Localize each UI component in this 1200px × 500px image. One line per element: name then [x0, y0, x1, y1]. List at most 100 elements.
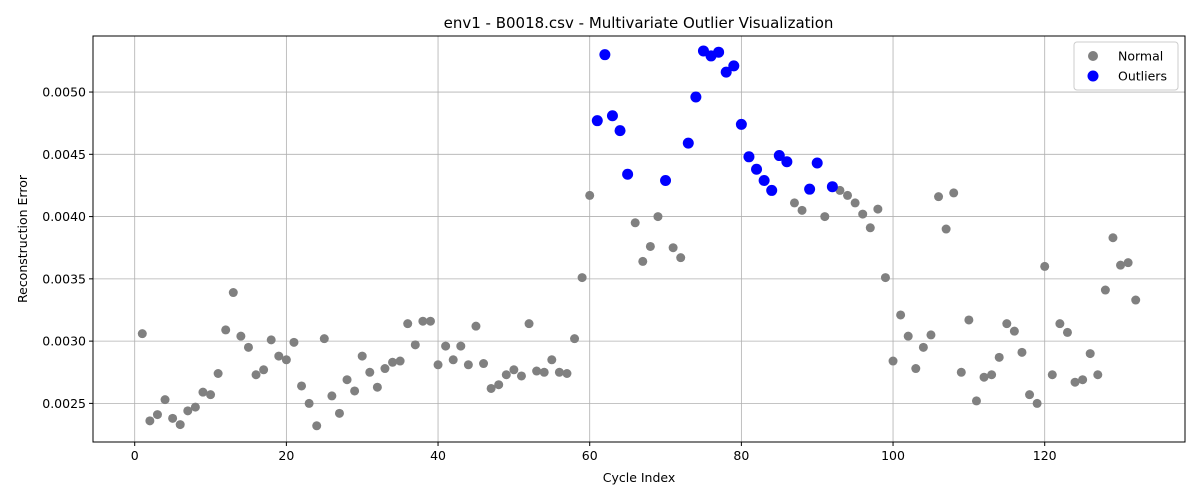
outlier-point — [766, 184, 778, 196]
normal-point — [918, 342, 928, 352]
normal-point — [865, 223, 875, 233]
normal-point — [403, 319, 413, 329]
normal-point — [668, 243, 678, 253]
outlier-point — [735, 118, 747, 130]
outlier-point — [781, 156, 793, 168]
normal-point — [964, 315, 974, 325]
normal-point — [949, 188, 959, 198]
y-tick-label: 0.0040 — [42, 209, 86, 224]
legend-marker-normal — [1088, 51, 1098, 61]
x-tick-label: 100 — [881, 448, 905, 463]
normal-point — [327, 391, 337, 401]
normal-point — [941, 224, 951, 234]
normal-point — [198, 387, 208, 397]
normal-point — [903, 331, 913, 341]
normal-point — [289, 337, 299, 347]
normal-point — [645, 241, 655, 251]
normal-point — [971, 396, 981, 406]
normal-point — [1078, 375, 1088, 385]
normal-point — [365, 367, 375, 377]
normal-point — [1040, 261, 1050, 271]
y-tick-label: 0.0035 — [42, 271, 86, 286]
normal-point — [410, 340, 420, 350]
normal-point — [236, 331, 246, 341]
normal-point — [1062, 327, 1072, 337]
outlier-point — [758, 174, 770, 186]
normal-point — [433, 360, 443, 370]
normal-point — [1002, 319, 1012, 329]
normal-point — [160, 395, 170, 405]
grid — [93, 36, 1185, 442]
normal-point — [1116, 260, 1126, 270]
normal-point — [471, 321, 481, 331]
normal-point — [585, 190, 595, 200]
normal-point — [145, 416, 155, 426]
normal-point — [638, 256, 648, 266]
y-tick-label: 0.0050 — [42, 85, 86, 100]
normal-point — [570, 334, 580, 344]
normal-point — [956, 367, 966, 377]
normal-point — [873, 204, 883, 214]
x-tick-label: 120 — [1033, 448, 1057, 463]
normal-point — [1032, 398, 1042, 408]
plot-frame — [92, 35, 1186, 443]
normal-point — [213, 369, 223, 379]
normal-point — [577, 273, 587, 283]
outlier-point — [773, 150, 785, 162]
normal-point — [896, 310, 906, 320]
outlier-point — [599, 49, 611, 61]
normal-point — [175, 420, 185, 430]
normal-point — [297, 381, 307, 391]
normal-point — [319, 334, 329, 344]
legend-box — [1073, 41, 1179, 91]
normal-point — [312, 421, 322, 431]
normal-point — [880, 273, 890, 283]
normal-point — [630, 218, 640, 228]
normal-point — [516, 371, 526, 381]
normal-point — [835, 185, 845, 195]
outlier-point — [660, 174, 672, 186]
chart-title: env1 - B0018.csv - Multivariate Outlier … — [444, 14, 834, 32]
normal-point — [1093, 370, 1103, 380]
outlier-point — [826, 181, 838, 193]
normal-point — [562, 369, 572, 379]
normal-point — [395, 356, 405, 366]
normal-point — [911, 364, 921, 374]
x-tick-label: 20 — [278, 448, 294, 463]
normal-point — [266, 335, 276, 345]
x-axis-title: Cycle Index — [603, 470, 676, 485]
normal-point — [441, 341, 451, 351]
normal-point — [850, 198, 860, 208]
y-axis-title: Reconstruction Error — [15, 174, 30, 303]
outlier-point — [682, 137, 694, 149]
normal-point — [425, 316, 435, 326]
outlier-point — [728, 60, 740, 72]
outlier-point — [690, 91, 702, 103]
normal-point — [547, 355, 557, 365]
normal-point — [137, 329, 147, 339]
y-tick-label: 0.0025 — [42, 396, 86, 411]
normal-point — [501, 370, 511, 380]
normal-point — [259, 365, 269, 375]
normal-point — [676, 253, 686, 263]
normal-point — [1009, 326, 1019, 336]
outlier-point — [751, 163, 763, 175]
normal-point — [843, 190, 853, 200]
outlier-point — [811, 157, 823, 169]
x-tick-label: 80 — [733, 448, 749, 463]
normal-point — [1017, 347, 1027, 357]
normal-point — [350, 386, 360, 396]
normal-point — [334, 408, 344, 418]
normal-point — [251, 370, 261, 380]
normal-point — [926, 330, 936, 340]
normal-point — [304, 398, 314, 408]
normal-point — [1100, 285, 1110, 295]
normal-point — [221, 325, 231, 335]
normal-point — [388, 357, 398, 367]
normal-point — [486, 383, 496, 393]
normal-point — [448, 355, 458, 365]
outlier-point — [591, 115, 603, 127]
normal-point — [168, 413, 178, 423]
outlier-point — [804, 183, 816, 195]
